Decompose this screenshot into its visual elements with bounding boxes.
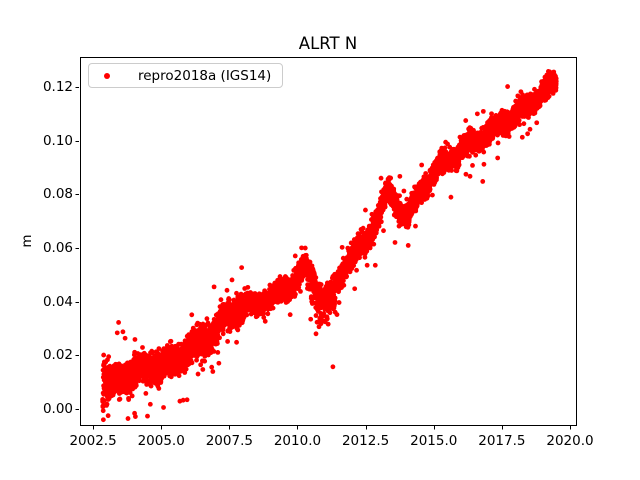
legend-marker-dot-icon <box>104 72 110 79</box>
x-tick-label: 2002.5 <box>69 433 117 449</box>
x-tick-label: 2017.5 <box>478 433 526 449</box>
y-tick-label: 0.04 <box>42 293 73 310</box>
legend-label: repro2018a (IGS14) <box>138 67 272 84</box>
x-tick-label: 2020.0 <box>546 433 594 449</box>
y-tick-label: 0.00 <box>42 400 73 417</box>
y-tick-label: 0.12 <box>42 79 73 96</box>
y-tick-label: 0.02 <box>42 347 73 364</box>
y-axis-label: m <box>19 234 35 248</box>
legend: repro2018a (IGS14) <box>88 63 283 88</box>
y-tick-label: 0.08 <box>42 186 73 203</box>
x-tick-label: 2012.5 <box>341 433 390 449</box>
x-tick-label: 2007.5 <box>205 433 253 449</box>
x-tick-label: 2015.0 <box>410 433 458 449</box>
y-tick-label: 0.06 <box>42 239 73 256</box>
chart-title: ALRT N <box>298 34 358 53</box>
x-tick-label: 2005.0 <box>137 433 185 449</box>
x-tick-label: 2010.0 <box>273 433 322 449</box>
y-tick-label: 0.10 <box>42 132 73 149</box>
